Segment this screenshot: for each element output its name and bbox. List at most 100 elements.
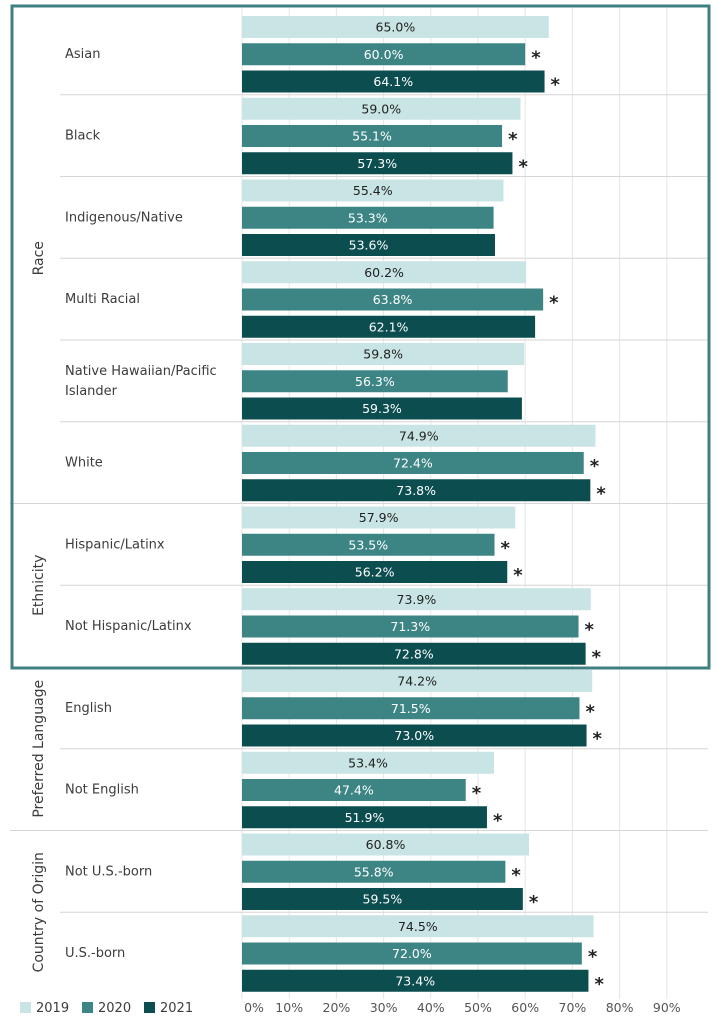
significance-marker: * [501,538,511,559]
significance-marker: * [511,865,521,886]
bar-2019 [242,97,521,120]
category-label: English [65,701,112,716]
legend-label: 2020 [98,1001,131,1016]
data-label: 73.0% [394,728,434,743]
bar-2019 [242,179,504,202]
x-tick-label: 60% [511,1000,539,1015]
significance-marker: * [590,456,600,477]
group-label: Race [31,241,47,275]
data-label: 60.0% [364,47,404,62]
bar-2019 [242,261,527,284]
x-tick-label: 0% [244,1000,264,1015]
x-tick-label: 20% [323,1000,351,1015]
x-tick-label: 70% [559,1000,587,1015]
bar-2020 [242,452,584,474]
category-label: Hispanic/Latinx [65,537,165,552]
data-label: 55.1% [352,129,392,144]
data-label: 59.0% [361,101,401,116]
data-label: 53.5% [348,537,388,552]
bar-2020 [242,615,579,638]
x-tick-label: 10% [275,1000,303,1015]
legend-swatch-2021 [144,1002,155,1013]
legend-swatch-2019 [20,1002,31,1013]
bar-2019 [242,915,594,938]
bar-2020 [242,125,503,147]
data-label: 59.3% [362,401,402,416]
group-label: Preferred Language [31,680,47,818]
bar-2020 [242,533,495,556]
bar-2020 [242,779,466,801]
bar-2021 [242,724,587,747]
data-label: 74.5% [398,919,438,934]
category-label: Asian [65,47,100,62]
significance-marker: * [596,483,606,504]
data-label: 74.2% [397,674,437,689]
x-tick-label: 80% [606,1000,634,1015]
legend-label: 2021 [160,1001,193,1016]
data-label: 57.9% [359,510,399,525]
data-label: 73.9% [397,592,437,607]
data-label: 62.1% [369,319,409,334]
significance-marker: * [472,783,482,804]
legend-label: 2019 [36,1001,69,1016]
category-label: U.S.-born [65,946,125,961]
group-label: Ethnicity [31,555,47,616]
significance-marker: * [593,729,603,750]
bar-2020 [242,43,526,66]
bar-2019 [242,751,495,774]
significance-marker: * [588,947,598,968]
category-label: Not English [65,783,139,798]
category-label: Native Hawaiian/Pacific [65,364,217,379]
data-label: 53.3% [348,210,388,225]
bar-2020 [242,942,582,965]
bar-2021 [242,479,591,502]
group-label: Country of Origin [31,852,47,972]
data-label: 56.2% [355,565,395,580]
bar-2020 [242,206,494,229]
significance-marker: * [594,974,604,995]
category-label: Islander [65,384,118,399]
data-label: 59.8% [363,347,403,362]
bar-2021 [242,888,523,910]
data-label: 60.2% [364,265,404,280]
data-label: 73.8% [396,483,436,498]
data-label: 53.4% [348,755,388,770]
significance-marker: * [518,156,528,177]
bar-2020 [242,697,580,720]
x-tick-label: 30% [370,1000,398,1015]
data-label: 59.5% [363,892,403,907]
data-label: 71.5% [391,701,431,716]
data-label: 72.4% [393,456,433,471]
bar-2019 [242,833,529,856]
bar-2019 [242,506,516,529]
data-label: 64.1% [373,74,413,89]
significance-marker: * [531,47,541,68]
bar-2021 [242,397,522,420]
data-label: 72.8% [394,646,434,661]
legend-swatch-2020 [82,1002,93,1013]
significance-marker: * [551,75,561,96]
x-tick-label: 50% [464,1000,492,1015]
bar-2019 [242,16,549,38]
data-label: 65.0% [376,20,416,35]
highlight-box [10,4,711,670]
data-label: 72.0% [392,946,432,961]
bar-2021 [242,234,495,256]
bar-2019 [242,424,596,447]
data-label: 71.3% [390,619,430,634]
x-tick-label: 90% [653,1000,681,1015]
bar-2020 [242,370,508,393]
bar-2019 [242,588,591,611]
data-label: 51.9% [345,810,385,825]
data-label: 56.3% [355,374,395,389]
bar-2019 [242,670,593,692]
bar-2020 [242,288,544,311]
significance-marker: * [592,647,602,668]
bar-2021 [242,70,545,93]
bar-2021 [242,806,487,829]
category-label: Black [65,129,101,144]
data-label: 53.6% [349,238,389,253]
data-label: 60.8% [366,837,406,852]
data-label: 57.3% [357,156,397,171]
